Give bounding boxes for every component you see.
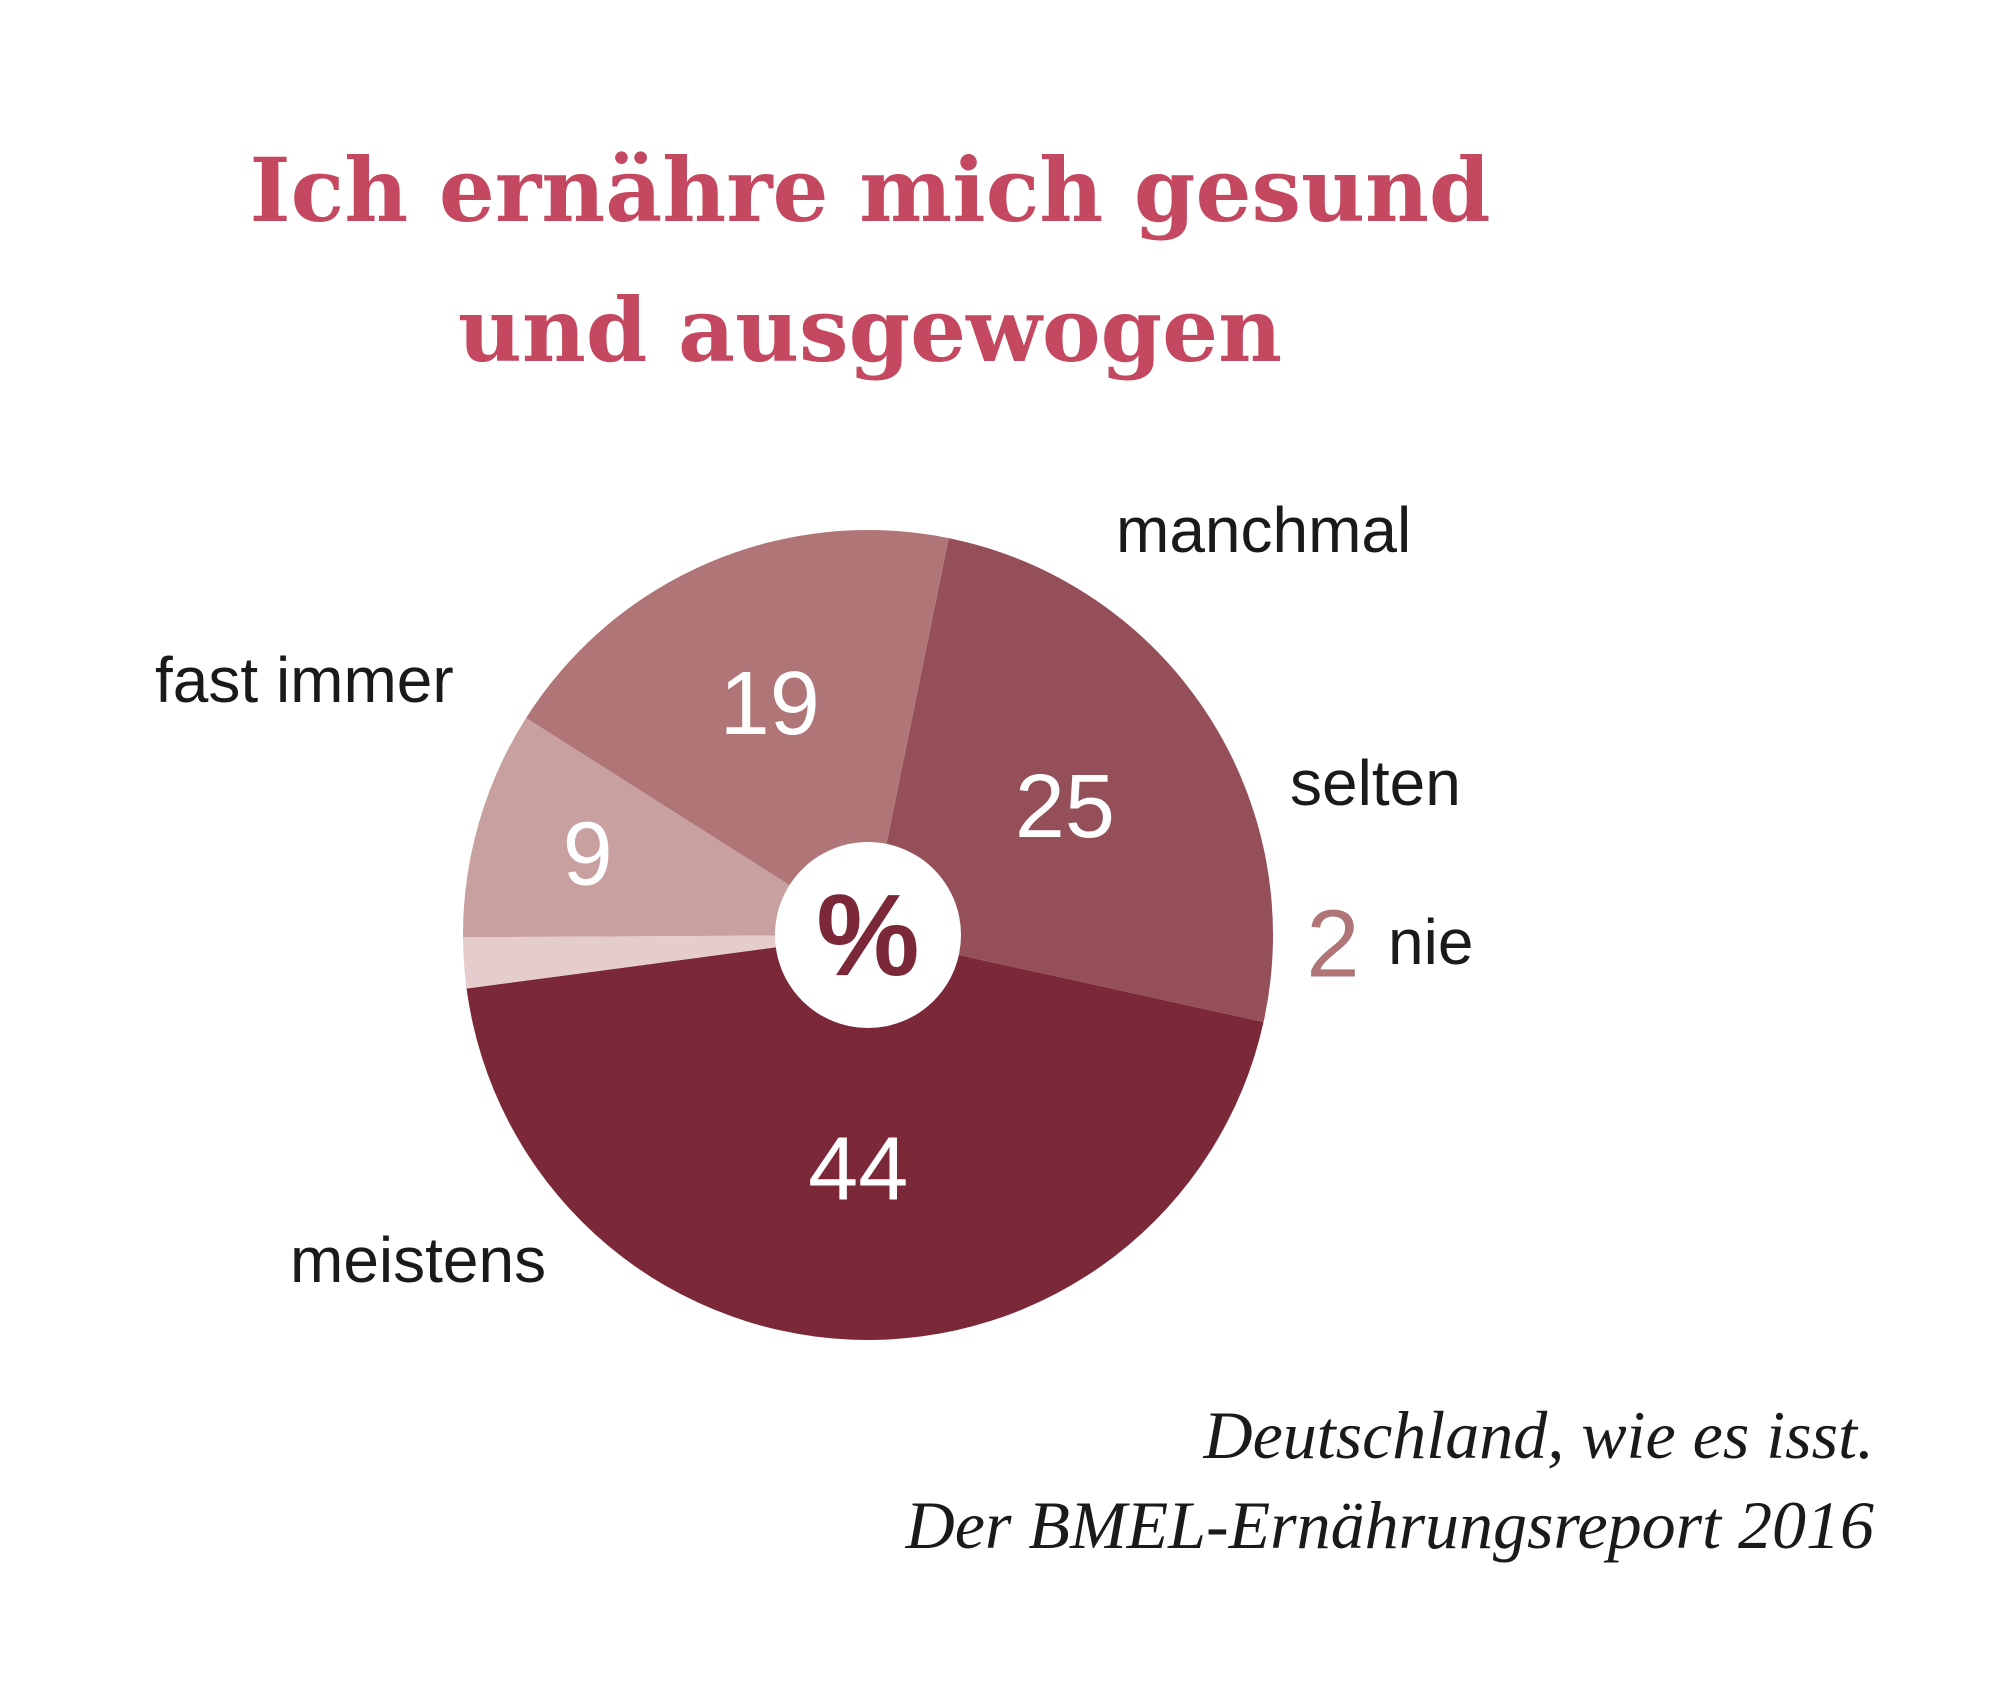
category-label-nie: nie xyxy=(1388,906,1473,978)
pie-slice-nie xyxy=(463,935,868,989)
unit-label: % xyxy=(816,870,919,1000)
pie-slices xyxy=(463,530,1273,1340)
pie-slice-fast-immer xyxy=(868,538,1273,1022)
category-label-selten: selten xyxy=(1290,747,1461,819)
chart-title-line-2: und ausgewogen xyxy=(457,278,1283,382)
chart-title: Ich ernähre mich gesund und ausgewogen xyxy=(0,120,1740,400)
value-label-fast-immer: 25 xyxy=(1015,757,1115,857)
pie-labels: 44 meistens 25 fast immer 19 manchmal 9 selten 2… xyxy=(155,494,1473,1296)
source-line-2: Der BMEL-Ernährungsreport 2016 xyxy=(905,1487,1874,1563)
pie-slice-selten xyxy=(463,717,868,938)
value-label-nie: 2 xyxy=(1306,891,1359,998)
category-label-manchmal: manchmal xyxy=(1116,494,1411,566)
source-line-1: Deutschland, wie es isst. xyxy=(1203,1397,1874,1473)
pie-slice-meistens xyxy=(466,935,1264,1340)
pie-slice-manchmal xyxy=(526,530,949,935)
value-label-meistens: 44 xyxy=(808,1120,908,1220)
value-label-selten: 9 xyxy=(563,804,613,904)
center-circle xyxy=(775,842,961,1028)
category-label-meistens: meistens xyxy=(290,1224,546,1296)
category-label-fast-immer: fast immer xyxy=(155,644,454,716)
source-citation: Deutschland, wie es isst. Der BMEL-Ernäh… xyxy=(906,1390,1874,1570)
chart-title-line-1: Ich ernähre mich gesund xyxy=(249,138,1491,242)
value-label-manchmal: 19 xyxy=(720,654,820,754)
